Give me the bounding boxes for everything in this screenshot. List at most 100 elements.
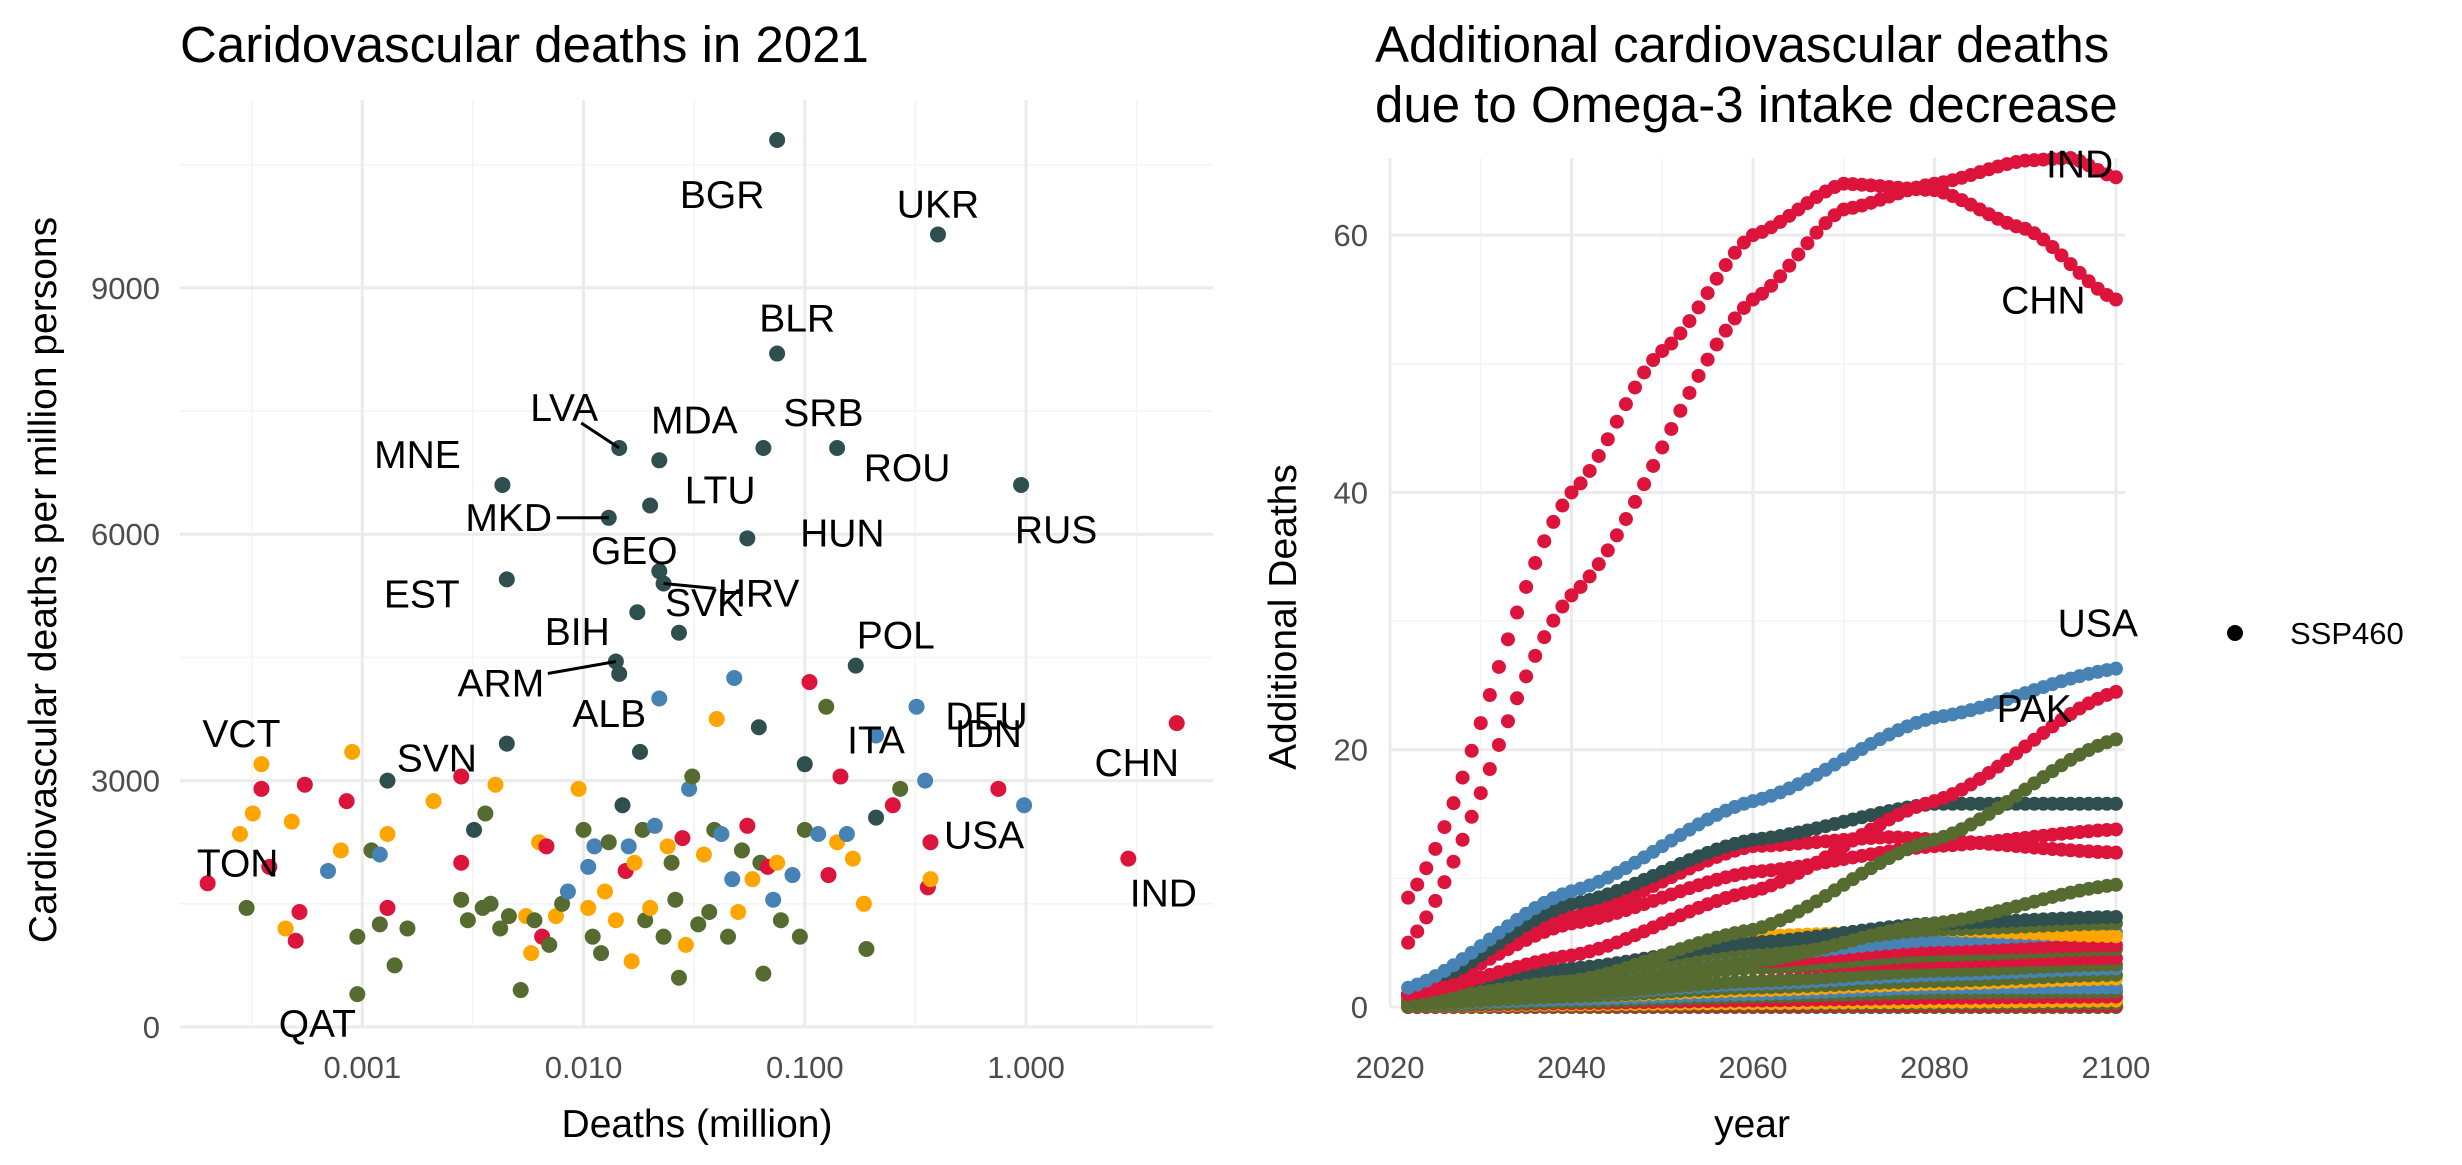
right-series-label-pak: PAK xyxy=(1997,688,2072,731)
right-data-point xyxy=(1519,579,1534,594)
left-data-point xyxy=(231,825,248,842)
left-y-tick-label: 9000 xyxy=(91,271,160,306)
right-data-point xyxy=(1791,247,1806,262)
left-data-point-vct xyxy=(253,756,270,773)
left-data-point xyxy=(772,912,789,929)
right-x-tick-label: 2080 xyxy=(1900,1050,1969,1085)
left-data-point xyxy=(922,834,939,851)
left-data-point-ukr xyxy=(929,226,946,243)
left-point-label-ltu: LTU xyxy=(685,469,756,512)
left-gridlines xyxy=(180,100,1213,1029)
left-data-point xyxy=(755,965,772,982)
right-x-axis-title: year xyxy=(1714,1103,1790,1146)
left-data-point xyxy=(844,850,861,867)
left-data-point-ton xyxy=(199,875,216,892)
right-data-point xyxy=(2108,822,2123,837)
left-data-point xyxy=(884,797,901,814)
right-y-axis-title: Additional Deaths xyxy=(1262,464,1305,770)
right-data-point xyxy=(1637,365,1652,380)
right-data-point xyxy=(1637,477,1652,492)
right-data-point xyxy=(1818,216,1833,231)
right-data-point xyxy=(1446,854,1461,869)
left-x-axis-title: Deaths (million) xyxy=(562,1103,833,1146)
left-point-label-chn: CHN xyxy=(1094,742,1179,785)
left-data-point-bih xyxy=(629,604,646,621)
right-data-point xyxy=(1401,890,1416,905)
left-data-point xyxy=(487,776,504,793)
left-data-point-svk xyxy=(670,624,687,641)
right-data-point xyxy=(1446,796,1461,811)
left-data-point xyxy=(600,834,617,851)
right-series-label-usa: USA xyxy=(2058,603,2138,646)
left-data-point xyxy=(695,846,712,863)
left-data-point xyxy=(713,825,730,842)
left-data-point xyxy=(637,912,654,929)
right-data-point xyxy=(1510,605,1525,620)
right-data-point xyxy=(1600,432,1615,447)
right-points xyxy=(1401,151,2123,1014)
left-point-label-blr: BLR xyxy=(759,298,835,341)
right-data-point xyxy=(1700,286,1715,301)
left-point-label-ton: TON xyxy=(197,842,279,885)
right-data-point xyxy=(1646,458,1661,473)
left-data-point xyxy=(570,780,587,797)
left-data-point xyxy=(667,891,684,908)
left-data-point-mda xyxy=(651,452,668,469)
right-data-point xyxy=(1764,278,1779,293)
left-data-point-svn xyxy=(498,735,515,752)
right-data-point xyxy=(1473,716,1488,731)
left-y-axis-title: Cardiovascular deaths per million person… xyxy=(22,217,65,943)
right-x-tick-label: 2100 xyxy=(2081,1050,2150,1085)
left-data-point xyxy=(477,805,494,822)
right-data-point xyxy=(1464,809,1479,824)
left-data-point-pol xyxy=(847,657,864,674)
right-data-point xyxy=(1519,669,1534,684)
right-series-pak xyxy=(1401,684,2123,1002)
left-data-point xyxy=(238,899,255,916)
left-data-point xyxy=(659,838,676,855)
left-data-point xyxy=(820,867,837,884)
left-point-label-idn: IDN xyxy=(955,713,1022,756)
right-data-point xyxy=(1401,935,1416,950)
right-data-point xyxy=(1582,569,1597,584)
left-data-point-rus xyxy=(1013,476,1030,493)
left-data-point xyxy=(684,768,701,785)
right-data-point xyxy=(1682,385,1697,400)
left-data-point xyxy=(399,920,416,937)
left-data-point xyxy=(626,854,643,871)
left-point-label-qat: QAT xyxy=(279,1003,356,1046)
right-x-tick-label: 2020 xyxy=(1356,1050,1425,1085)
left-data-point xyxy=(818,698,835,715)
left-data-point xyxy=(750,719,767,736)
left-panel-title: Caridovascular deaths in 2021 xyxy=(180,16,869,73)
right-data-point xyxy=(1419,910,1434,925)
left-data-point xyxy=(620,838,637,855)
right-data-point xyxy=(1718,323,1733,338)
left-data-point xyxy=(593,945,610,962)
left-data-point-rou xyxy=(829,439,846,456)
right-series-label-ind: IND xyxy=(2046,143,2113,186)
left-data-point xyxy=(453,891,470,908)
left-data-point xyxy=(332,842,349,859)
right-data-point xyxy=(1546,613,1561,628)
left-data-point xyxy=(634,821,651,838)
left-x-tick-label: 0.010 xyxy=(545,1050,623,1085)
left-data-point xyxy=(320,862,337,879)
right-x-tick-label: 2040 xyxy=(1537,1050,1606,1085)
left-data-point xyxy=(733,842,750,859)
left-data-point xyxy=(586,838,603,855)
right-data-point xyxy=(1628,494,1642,509)
right-panel-title-line-1: Additional cardiovascular deaths xyxy=(1375,16,2109,73)
right-y-tick-label: 60 xyxy=(1334,218,1368,253)
right-data-point xyxy=(2054,248,2069,263)
right-series-usa xyxy=(1401,661,2123,995)
right-data-point xyxy=(1709,337,1724,352)
left-data-point xyxy=(810,825,827,842)
left-data-point xyxy=(796,756,813,773)
left-data-point xyxy=(784,867,801,884)
left-data-point xyxy=(677,936,694,953)
left-points xyxy=(199,132,1185,1003)
right-data-point xyxy=(1782,258,1797,273)
